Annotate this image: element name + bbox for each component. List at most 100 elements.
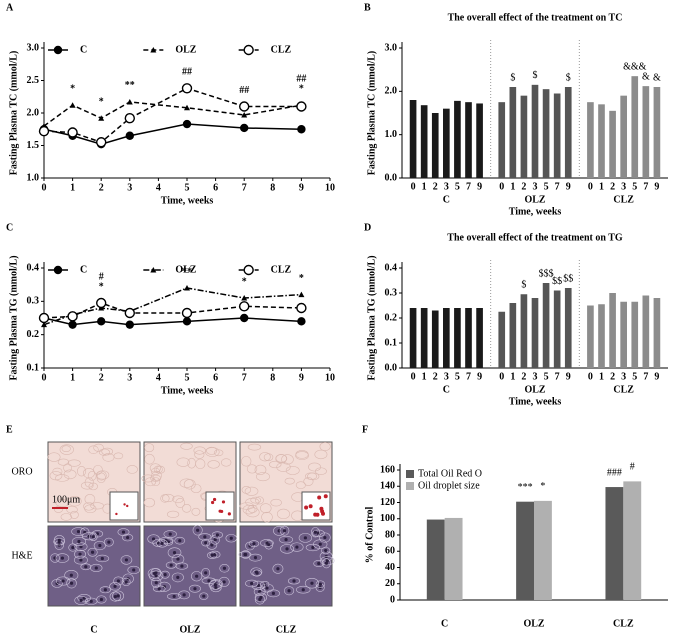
marker <box>297 317 306 326</box>
nucleus <box>163 573 167 577</box>
group-label: C <box>443 384 450 395</box>
cell <box>143 497 155 508</box>
nucleus <box>324 548 328 553</box>
cell <box>64 570 79 581</box>
bar <box>409 308 417 368</box>
cell <box>308 462 321 472</box>
cell <box>52 467 63 476</box>
nucleus <box>94 566 98 570</box>
nucleus <box>98 543 102 548</box>
cell <box>67 459 81 467</box>
cell <box>303 477 314 486</box>
x-axis-label: Time, weeks <box>509 396 562 407</box>
bar <box>476 103 483 178</box>
nucleus <box>311 545 315 550</box>
group-label: OLZ <box>524 384 545 395</box>
cell <box>241 456 252 467</box>
x-tick-label: 3 <box>533 371 538 382</box>
lipid-droplet <box>115 512 118 516</box>
cell <box>191 571 203 582</box>
nucleus <box>90 550 95 554</box>
x-tick-label: 10 <box>325 182 335 193</box>
cell <box>310 527 320 538</box>
x-axis-label: Time, weeks <box>509 206 562 217</box>
cell <box>279 525 290 536</box>
x-tick-label: 1 <box>599 181 604 192</box>
nucleus <box>82 596 86 600</box>
marker <box>95 137 107 148</box>
marker <box>38 125 50 137</box>
annotation: ## <box>296 73 306 84</box>
marker <box>181 307 193 319</box>
x-tick-label: 0 <box>411 181 416 192</box>
lipid-droplet <box>227 512 231 516</box>
nucleus <box>172 594 176 599</box>
annotation: ## <box>182 67 192 78</box>
cell <box>321 546 331 555</box>
inset <box>109 491 139 521</box>
legend-label: OLZ <box>175 44 196 55</box>
lipid-droplet <box>221 500 226 504</box>
y-tick-label: 20 <box>385 578 395 589</box>
column-label: CLZ <box>276 624 297 635</box>
x-tick-label: 7 <box>466 371 471 382</box>
annotation: * <box>70 83 75 94</box>
marker <box>297 125 306 134</box>
nucleus <box>213 552 217 557</box>
cell <box>179 478 194 488</box>
group-label: C <box>443 194 450 205</box>
cell <box>103 537 114 547</box>
lipid-droplet <box>317 495 322 500</box>
nucleus <box>169 563 173 567</box>
annotation: $$$ <box>539 268 554 279</box>
cell <box>113 452 124 460</box>
cell <box>245 579 259 588</box>
cell <box>74 549 86 559</box>
x-tick-label: 2 <box>521 371 526 382</box>
bar <box>498 102 506 178</box>
bar <box>598 104 605 178</box>
x-tick-label: 7 <box>643 371 648 382</box>
cell <box>59 444 74 455</box>
cell <box>253 587 266 596</box>
cell <box>127 565 140 575</box>
y-tick-label: 2.5 <box>27 75 40 86</box>
cell <box>63 469 77 480</box>
cell <box>213 449 224 457</box>
cell <box>242 504 256 515</box>
cell <box>290 542 304 552</box>
nucleus <box>276 567 280 571</box>
x-tick-label: 1 <box>422 371 427 382</box>
bar <box>534 500 552 600</box>
x-tick-label: 1 <box>510 371 515 382</box>
annotation: ** <box>182 266 192 277</box>
cell <box>82 532 97 541</box>
x-tick-label: 0 <box>588 181 593 192</box>
cell <box>150 474 162 482</box>
nucleus <box>323 535 327 540</box>
lipid-droplet <box>304 505 309 510</box>
nucleus <box>124 580 128 584</box>
cell <box>272 563 284 574</box>
cell <box>55 499 70 507</box>
cell <box>73 555 88 565</box>
annotation: &&& <box>623 61 647 72</box>
cell <box>172 495 184 504</box>
lipid-droplet <box>220 509 224 514</box>
marker <box>182 317 192 326</box>
x-tick-label: 0 <box>499 181 504 192</box>
x-tick-label: 4 <box>156 182 161 193</box>
x-tick-label: 3 <box>444 371 449 382</box>
marker <box>95 297 107 309</box>
annotation: * <box>299 83 304 94</box>
legend-swatch <box>406 482 414 490</box>
cell <box>171 554 185 565</box>
cell <box>160 570 170 579</box>
bar <box>426 519 445 600</box>
nucleus <box>303 536 307 540</box>
cell <box>90 563 103 573</box>
x-tick-label: 7 <box>242 182 247 193</box>
cell <box>66 578 77 589</box>
cell <box>205 447 220 457</box>
marker <box>68 320 77 329</box>
